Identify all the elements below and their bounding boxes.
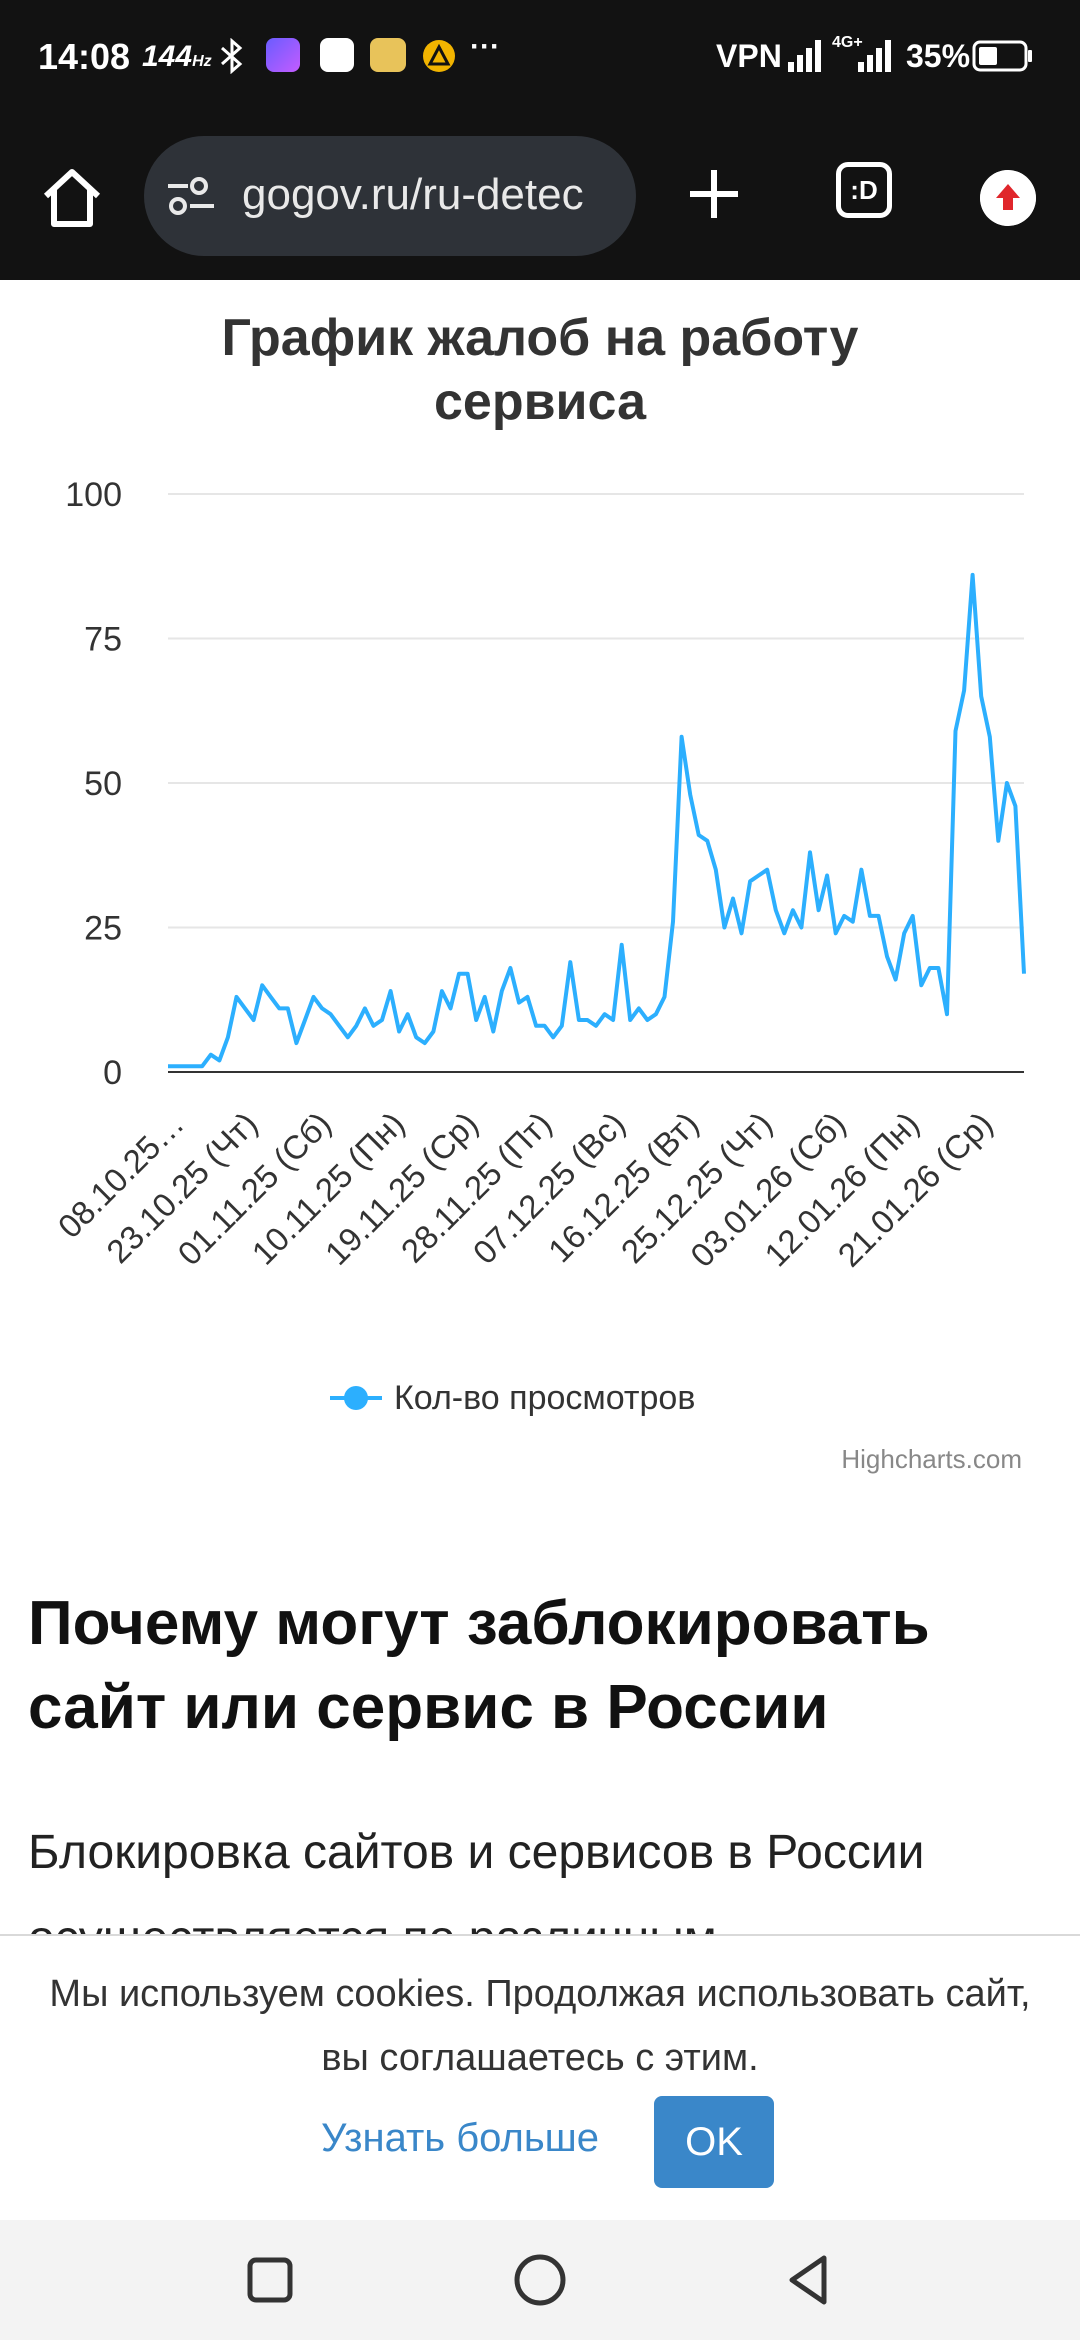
new-tab-button[interactable]: [686, 166, 742, 222]
bluetooth-icon: [221, 38, 243, 74]
address-bar[interactable]: gogov.ru/ru-detec: [144, 136, 636, 256]
cookie-ok-button[interactable]: OK: [654, 2096, 774, 2188]
vpn-indicator: VPN: [716, 38, 782, 74]
system-nav-bar: [0, 2220, 1080, 2340]
battery-icon: [972, 40, 1032, 72]
more-notifications-icon: ···: [470, 30, 500, 63]
white-app-icon: [320, 38, 354, 72]
y-tick-label: 0: [103, 1054, 122, 1092]
radio-app-icon: [370, 38, 406, 72]
cookie-message: Мы используем cookies. Продолжая использ…: [49, 1973, 1031, 2079]
status-bar: 14:08 144Hz ··· VPN 4G+ 35%: [0, 0, 1080, 112]
site-settings-icon[interactable]: [166, 176, 216, 216]
section-heading: Почему могут заблокировать сайт или серв…: [28, 1589, 930, 1742]
home-nav-button[interactable]: [510, 2250, 570, 2310]
chart-title-line-2: сервиса: [433, 373, 646, 431]
network-type: 4G+: [832, 34, 863, 51]
y-tick-label: 50: [84, 765, 122, 803]
legend-series-marker: [330, 1385, 382, 1411]
battery-percent: 35%: [906, 38, 971, 74]
learn-more-link[interactable]: Узнать больше: [320, 2116, 600, 2160]
chart-legend[interactable]: Кол-во просмотров: [330, 1376, 695, 1420]
stats-app-icon: [266, 38, 300, 72]
highcharts-credits-link[interactable]: Highcharts.com: [841, 1444, 1022, 1474]
refresh-rate: 144Hz: [142, 40, 212, 73]
home-button[interactable]: [36, 162, 108, 234]
status-time: 14:08: [38, 36, 131, 77]
signal-icon: [788, 40, 821, 72]
cookie-banner: Мы используем cookies. Продолжая использ…: [0, 1934, 1080, 2220]
tabs-switcher-button[interactable]: :D: [836, 162, 892, 218]
browser-toolbar: gogov.ru/ru-detec :D: [0, 112, 1080, 280]
url-text: gogov.ru/ru-detec: [242, 170, 584, 219]
warning-app-icon: [423, 40, 455, 72]
y-tick-label: 100: [65, 476, 122, 514]
y-tick-label: 75: [84, 621, 122, 659]
recent-apps-button[interactable]: [240, 2250, 300, 2310]
back-nav-button[interactable]: [778, 2250, 838, 2310]
update-menu-button[interactable]: [980, 170, 1036, 226]
series-line: [168, 572, 1026, 1069]
legend-series-label: Кол-во просмотров: [394, 1378, 696, 1417]
chart-title: График жалоб на работу сервиса: [140, 306, 940, 434]
chart-title-line-1: График жалоб на работу: [221, 309, 859, 367]
signal-icon-2: [858, 40, 891, 72]
y-tick-label: 25: [84, 910, 122, 948]
